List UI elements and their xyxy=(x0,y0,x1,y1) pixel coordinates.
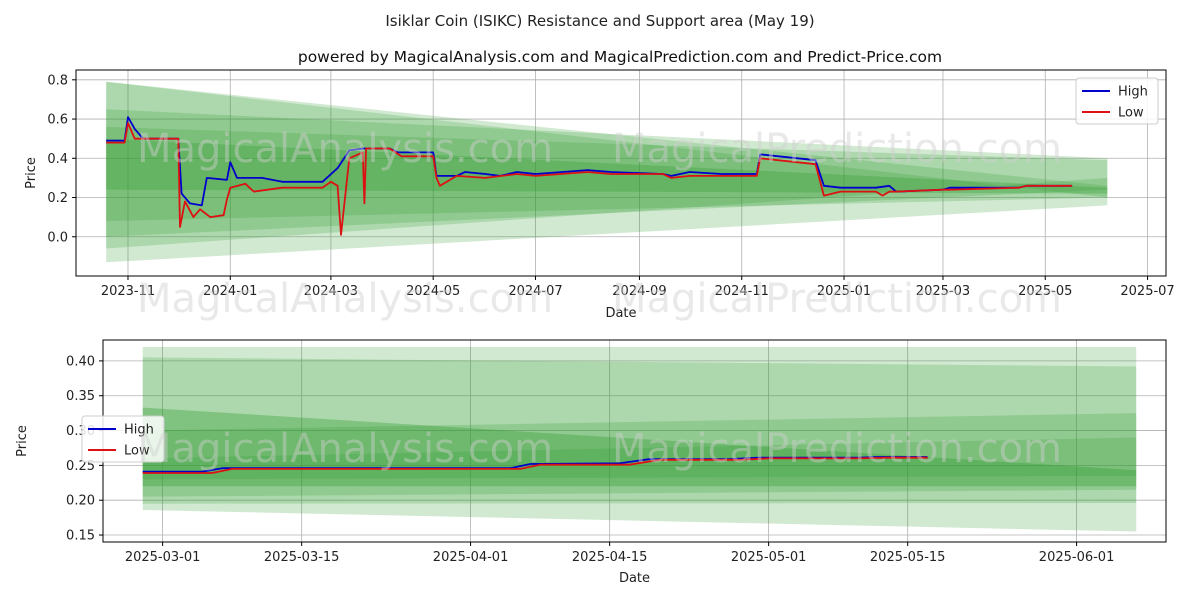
x-axis-label: Date xyxy=(605,306,636,321)
y-tick-label: 0.40 xyxy=(66,354,95,369)
axes-frame xyxy=(75,69,1167,277)
x-tick-label: 2024-03 xyxy=(304,284,358,299)
x-tick-label: 2024-11 xyxy=(715,284,769,299)
y-tick-label: 0.25 xyxy=(66,459,95,474)
y-tick-label: 0.8 xyxy=(47,73,68,88)
x-tick-label: 2024-05 xyxy=(406,284,460,299)
y-tick-label: 0.2 xyxy=(47,191,68,206)
y-tick-label: 0.0 xyxy=(47,230,68,245)
y-tick-label: 0.15 xyxy=(66,529,95,544)
watermark-top-2: MagicalPrediction.com xyxy=(612,126,1062,172)
watermark-mid-1: MagicalAnalysis.com xyxy=(137,276,553,322)
support-resistance-bands xyxy=(142,346,1137,532)
x-axis-label: Date xyxy=(619,571,650,586)
y-axis-label: Price xyxy=(15,425,30,457)
series-line-high xyxy=(106,116,1073,207)
x-tick-label: 2025-05-15 xyxy=(870,550,946,565)
watermark-bottom-1: MagicalAnalysis.com xyxy=(137,426,553,472)
legend: High Low xyxy=(81,415,165,463)
legend-label-high: High xyxy=(1118,85,1148,100)
x-tick-label: 2025-05 xyxy=(1018,284,1072,299)
chart-subtitle: powered by MagicalAnalysis.com and Magic… xyxy=(298,48,942,66)
y-tick-label: 0.6 xyxy=(47,113,68,128)
x-tick-label: 2025-06-01 xyxy=(1039,550,1115,565)
x-tick-label: 2025-03-01 xyxy=(125,550,201,565)
series-line-low xyxy=(106,122,1073,236)
legend: High Low xyxy=(1075,77,1159,125)
x-tick-label: 2025-05-01 xyxy=(731,550,807,565)
grid-lines xyxy=(103,340,1166,542)
band-area xyxy=(106,138,1108,194)
x-tick-label: 2025-07 xyxy=(1120,284,1174,299)
legend-label-low: Low xyxy=(124,444,150,459)
watermark-top-1: MagicalAnalysis.com xyxy=(137,126,553,172)
band-area xyxy=(142,357,1137,504)
band-area xyxy=(106,81,1108,249)
x-tick-label: 2024-09 xyxy=(612,284,666,299)
x-tick-label: 2025-03 xyxy=(916,284,970,299)
y-tick-label: 0.20 xyxy=(66,494,95,509)
x-tick-label: 2025-01 xyxy=(817,284,871,299)
bottom-plot: 2025-03-01 2025-03-15 2025-04-01 2025-04-15… xyxy=(15,339,1167,586)
legend-label-low: Low xyxy=(1118,106,1144,121)
band-area xyxy=(142,413,1137,497)
chart-title: Isiklar Coin (ISIKC) Resistance and Supp… xyxy=(385,12,814,30)
x-tick-label: 2023-11 xyxy=(101,284,155,299)
watermark-mid-2: MagicalPrediction.com xyxy=(612,276,1062,322)
series-lines xyxy=(106,116,1073,236)
watermark-bottom-2: MagicalPrediction.com xyxy=(612,426,1062,472)
band-area xyxy=(142,346,1137,532)
x-tick-label: 2025-04-15 xyxy=(572,550,648,565)
y-tick-label: 0.35 xyxy=(66,389,95,404)
x-tick-label: 2024-01 xyxy=(203,284,257,299)
legend-label-high: High xyxy=(124,423,154,438)
x-tick-label: 2024-07 xyxy=(508,284,562,299)
y-tick-label: 0.4 xyxy=(47,152,68,167)
x-tick-label: 2025-03-15 xyxy=(264,550,340,565)
series-line-low xyxy=(142,456,928,474)
y-axis-label: Price xyxy=(24,157,39,189)
band-area xyxy=(142,407,1137,487)
x-tick-label: 2025-04-01 xyxy=(433,550,509,565)
top-plot: 2023-11 2024-01 2024-03 2024-05 2024-07 2024-… xyxy=(24,69,1175,321)
series-lines xyxy=(142,456,928,474)
